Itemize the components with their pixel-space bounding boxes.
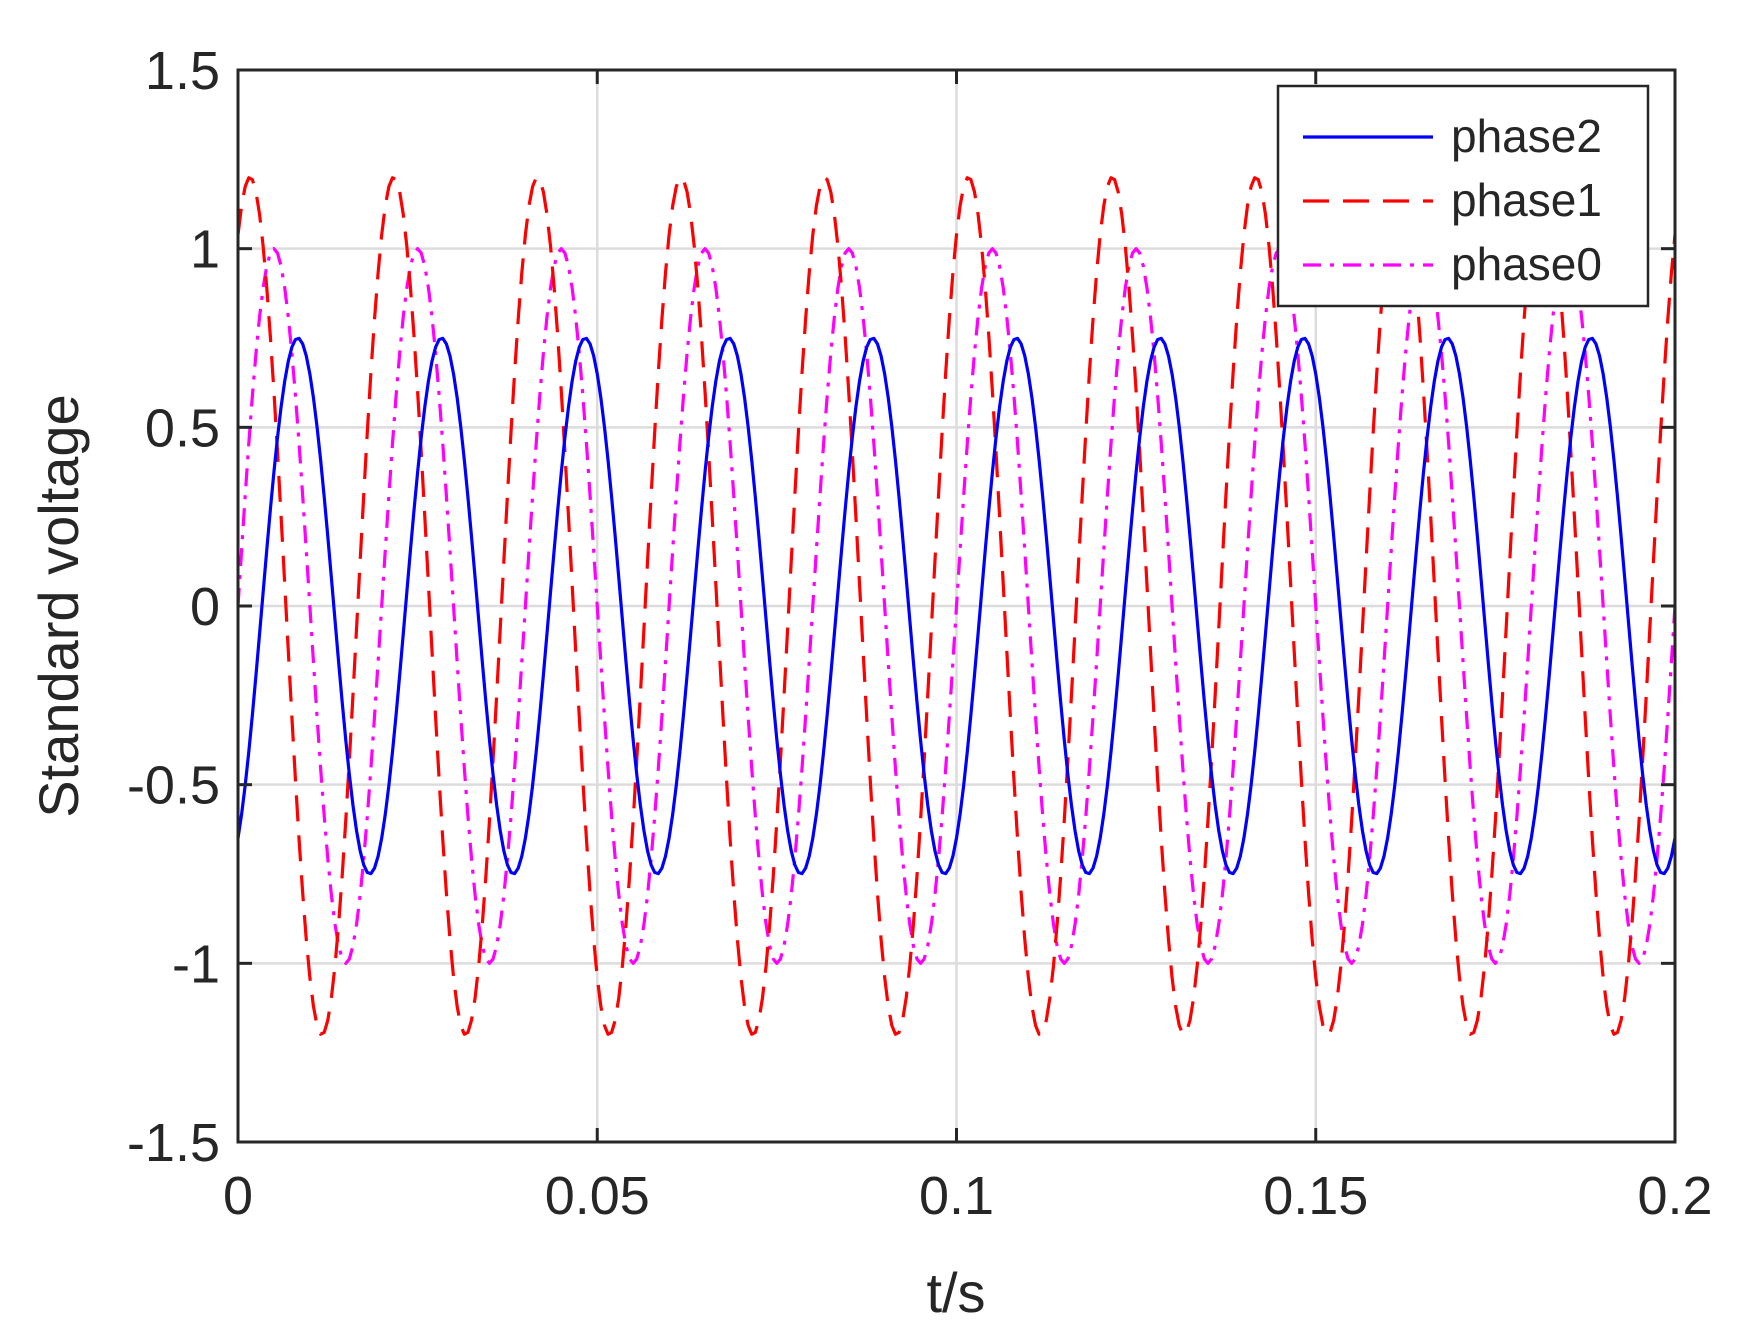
series-layer — [236, 176, 1677, 1036]
y-tick-labels: -1.5 -1 -0.5 0 0.5 1 1.5 — [127, 41, 220, 1173]
legend-label-phase2: phase2 — [1451, 110, 1602, 162]
series-line-phase2 — [236, 336, 1677, 876]
legend-box — [1276, 84, 1650, 308]
legend: phase2 phase1 phase0 — [1276, 84, 1650, 308]
x-tick-label: 0 — [223, 1166, 253, 1226]
y-tick-label: -1.5 — [127, 1113, 220, 1173]
x-tick-labels: 0 0.05 0.1 0.15 0.2 — [223, 1166, 1713, 1226]
x-axis-label: t/s — [926, 1261, 985, 1324]
x-tick-label: 0.15 — [1263, 1166, 1368, 1226]
legend-label-phase1: phase1 — [1451, 174, 1602, 226]
legend-swatches — [1303, 135, 1433, 267]
x-tick-label: 0.2 — [1637, 1166, 1712, 1226]
axis-ticks — [236, 68, 1677, 1144]
y-tick-label: 0 — [190, 577, 220, 637]
y-tick-label: 1 — [190, 220, 220, 280]
y-axis-label: Standard voltage — [27, 394, 90, 817]
series-line-phase0 — [236, 247, 1677, 965]
x-tick-label: 0.1 — [919, 1166, 994, 1226]
y-tick-label: 1.5 — [145, 41, 220, 101]
y-tick-label: -0.5 — [127, 756, 220, 816]
y-tick-label: 0.5 — [145, 398, 220, 458]
legend-label-phase0: phase0 — [1451, 238, 1602, 290]
y-tick-label: -1 — [172, 934, 220, 994]
x-tick-label: 0.05 — [545, 1166, 650, 1226]
series-line-phase1 — [236, 176, 1677, 1036]
